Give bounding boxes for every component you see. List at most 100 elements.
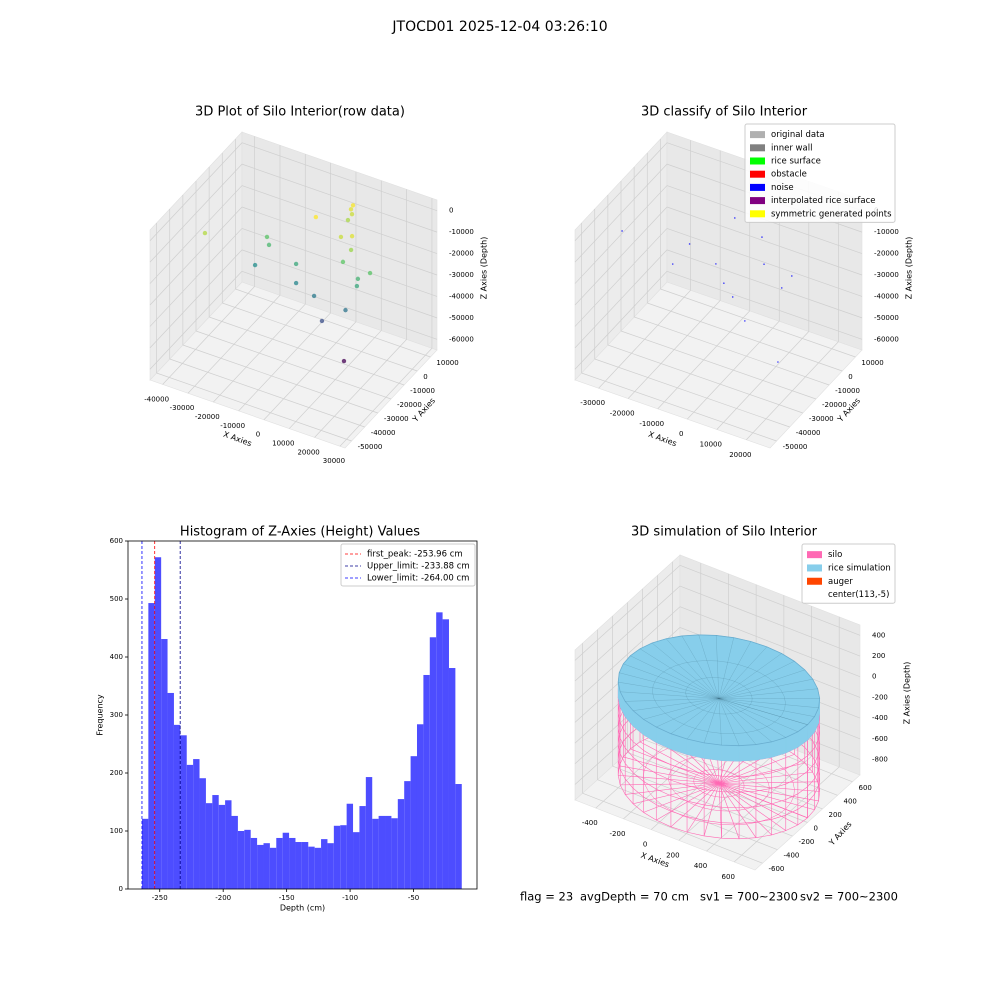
x-tick-label: 0 — [256, 431, 260, 439]
grid-line — [241, 163, 438, 233]
rice-side — [721, 744, 740, 762]
rice-mesh — [716, 635, 720, 699]
z-axis-label: Z Axies (Depth) — [905, 237, 914, 300]
y-axis-label: Frequency — [96, 694, 105, 736]
x-tick-label: 0 — [643, 841, 647, 849]
grid-line — [235, 288, 431, 358]
y-tick-label: -50000 — [358, 443, 383, 451]
rice-mesh — [718, 646, 768, 699]
rice-mesh — [718, 698, 815, 717]
grid-line — [679, 585, 861, 657]
legend-box — [801, 543, 896, 604]
grid-line — [222, 302, 418, 372]
rice-mesh-ring — [652, 660, 786, 734]
data-point — [252, 262, 258, 268]
grid-line — [149, 142, 243, 241]
legend-label: center(113,-5) — [828, 590, 889, 600]
histogram-bar — [237, 831, 245, 889]
data-point — [355, 276, 361, 282]
rice-mesh — [718, 678, 813, 699]
histogram-bar — [301, 842, 309, 889]
rice-mesh — [639, 648, 720, 699]
grid-line — [574, 228, 668, 327]
y-tick-label: -10000 — [835, 387, 860, 395]
legend-label: silo — [828, 550, 842, 560]
histogram-bar — [410, 756, 417, 889]
legend-swatch — [807, 564, 822, 572]
legend-label: noise — [771, 183, 794, 193]
grid-line — [241, 270, 438, 340]
y-tick-label: -400 — [784, 852, 800, 860]
histogram-bar — [327, 843, 334, 889]
data-point — [264, 234, 270, 240]
legend-swatch — [750, 170, 765, 178]
z-axis-label: Z Axies (Depth) — [480, 237, 489, 300]
grid-line — [594, 358, 790, 428]
grid-line — [660, 288, 856, 358]
histogram-bar — [353, 832, 360, 889]
x-tick-label: 30000 — [323, 457, 345, 465]
grid-line — [666, 206, 863, 276]
data-point — [348, 247, 354, 253]
data-point — [293, 280, 299, 286]
grid-line — [182, 344, 378, 414]
histogram-bar — [180, 735, 187, 889]
legend-label: symmetric generated points — [771, 209, 892, 219]
grid-line — [149, 206, 243, 306]
rice-mesh — [619, 672, 719, 699]
silo-floor-ring — [693, 769, 745, 798]
legend-box — [340, 543, 476, 587]
grid-line — [666, 228, 863, 297]
footer-text: sv2 = 700~2300 — [800, 890, 898, 904]
rice-mesh — [718, 669, 805, 699]
data-point — [791, 275, 793, 277]
y-tick-label: 500 — [110, 595, 123, 603]
histogram-bar — [346, 803, 354, 889]
rice-mesh — [718, 637, 734, 699]
histogram-bar — [154, 557, 162, 889]
grid-line — [241, 228, 438, 297]
legend-label: Lower_limit: -264.00 cm — [367, 574, 469, 584]
x-tick-label: -30000 — [580, 399, 605, 407]
grid-line — [149, 185, 243, 284]
grid-line — [574, 142, 668, 241]
z-axis-label: Z Axies (Depth) — [903, 662, 912, 725]
grid-line — [195, 330, 392, 400]
footer-text: avgDepth = 70 cm — [580, 890, 689, 904]
legend-label: rice surface — [771, 157, 821, 167]
legend-label: original data — [771, 130, 825, 140]
histogram-bar — [391, 818, 398, 889]
histogram-bar — [282, 832, 290, 889]
histogram-bar — [359, 806, 366, 889]
data-point — [733, 217, 736, 219]
histogram-bar — [199, 778, 206, 889]
grid-line — [612, 765, 793, 837]
histogram-bar — [372, 818, 379, 889]
grid-line — [574, 565, 681, 661]
grid-line — [581, 372, 777, 442]
y-tick-label: -10000 — [410, 387, 435, 395]
grid-line — [666, 249, 863, 319]
data-point — [723, 282, 725, 284]
histogram-bar — [340, 825, 347, 889]
data-point — [688, 243, 691, 245]
histogram-bar — [295, 842, 302, 889]
rice-mesh — [718, 698, 786, 738]
x-tick-label: -10000 — [639, 420, 664, 428]
grid-line — [149, 271, 243, 370]
grid-line — [241, 185, 438, 254]
grid-line — [574, 271, 668, 370]
data-point — [338, 234, 344, 240]
rice-mesh — [698, 634, 720, 699]
grid-line — [634, 316, 830, 386]
data-point — [350, 203, 356, 208]
histogram-bar — [231, 815, 238, 889]
data-point — [744, 320, 746, 322]
grid-line — [574, 585, 681, 682]
histogram-bar — [423, 674, 430, 889]
footer-text: flag = 23 — [520, 890, 573, 904]
y-tick-label: -20000 — [822, 401, 847, 409]
legend-swatch — [807, 551, 822, 559]
grid-line — [169, 358, 365, 428]
z-tick-label: 0 — [449, 207, 453, 215]
